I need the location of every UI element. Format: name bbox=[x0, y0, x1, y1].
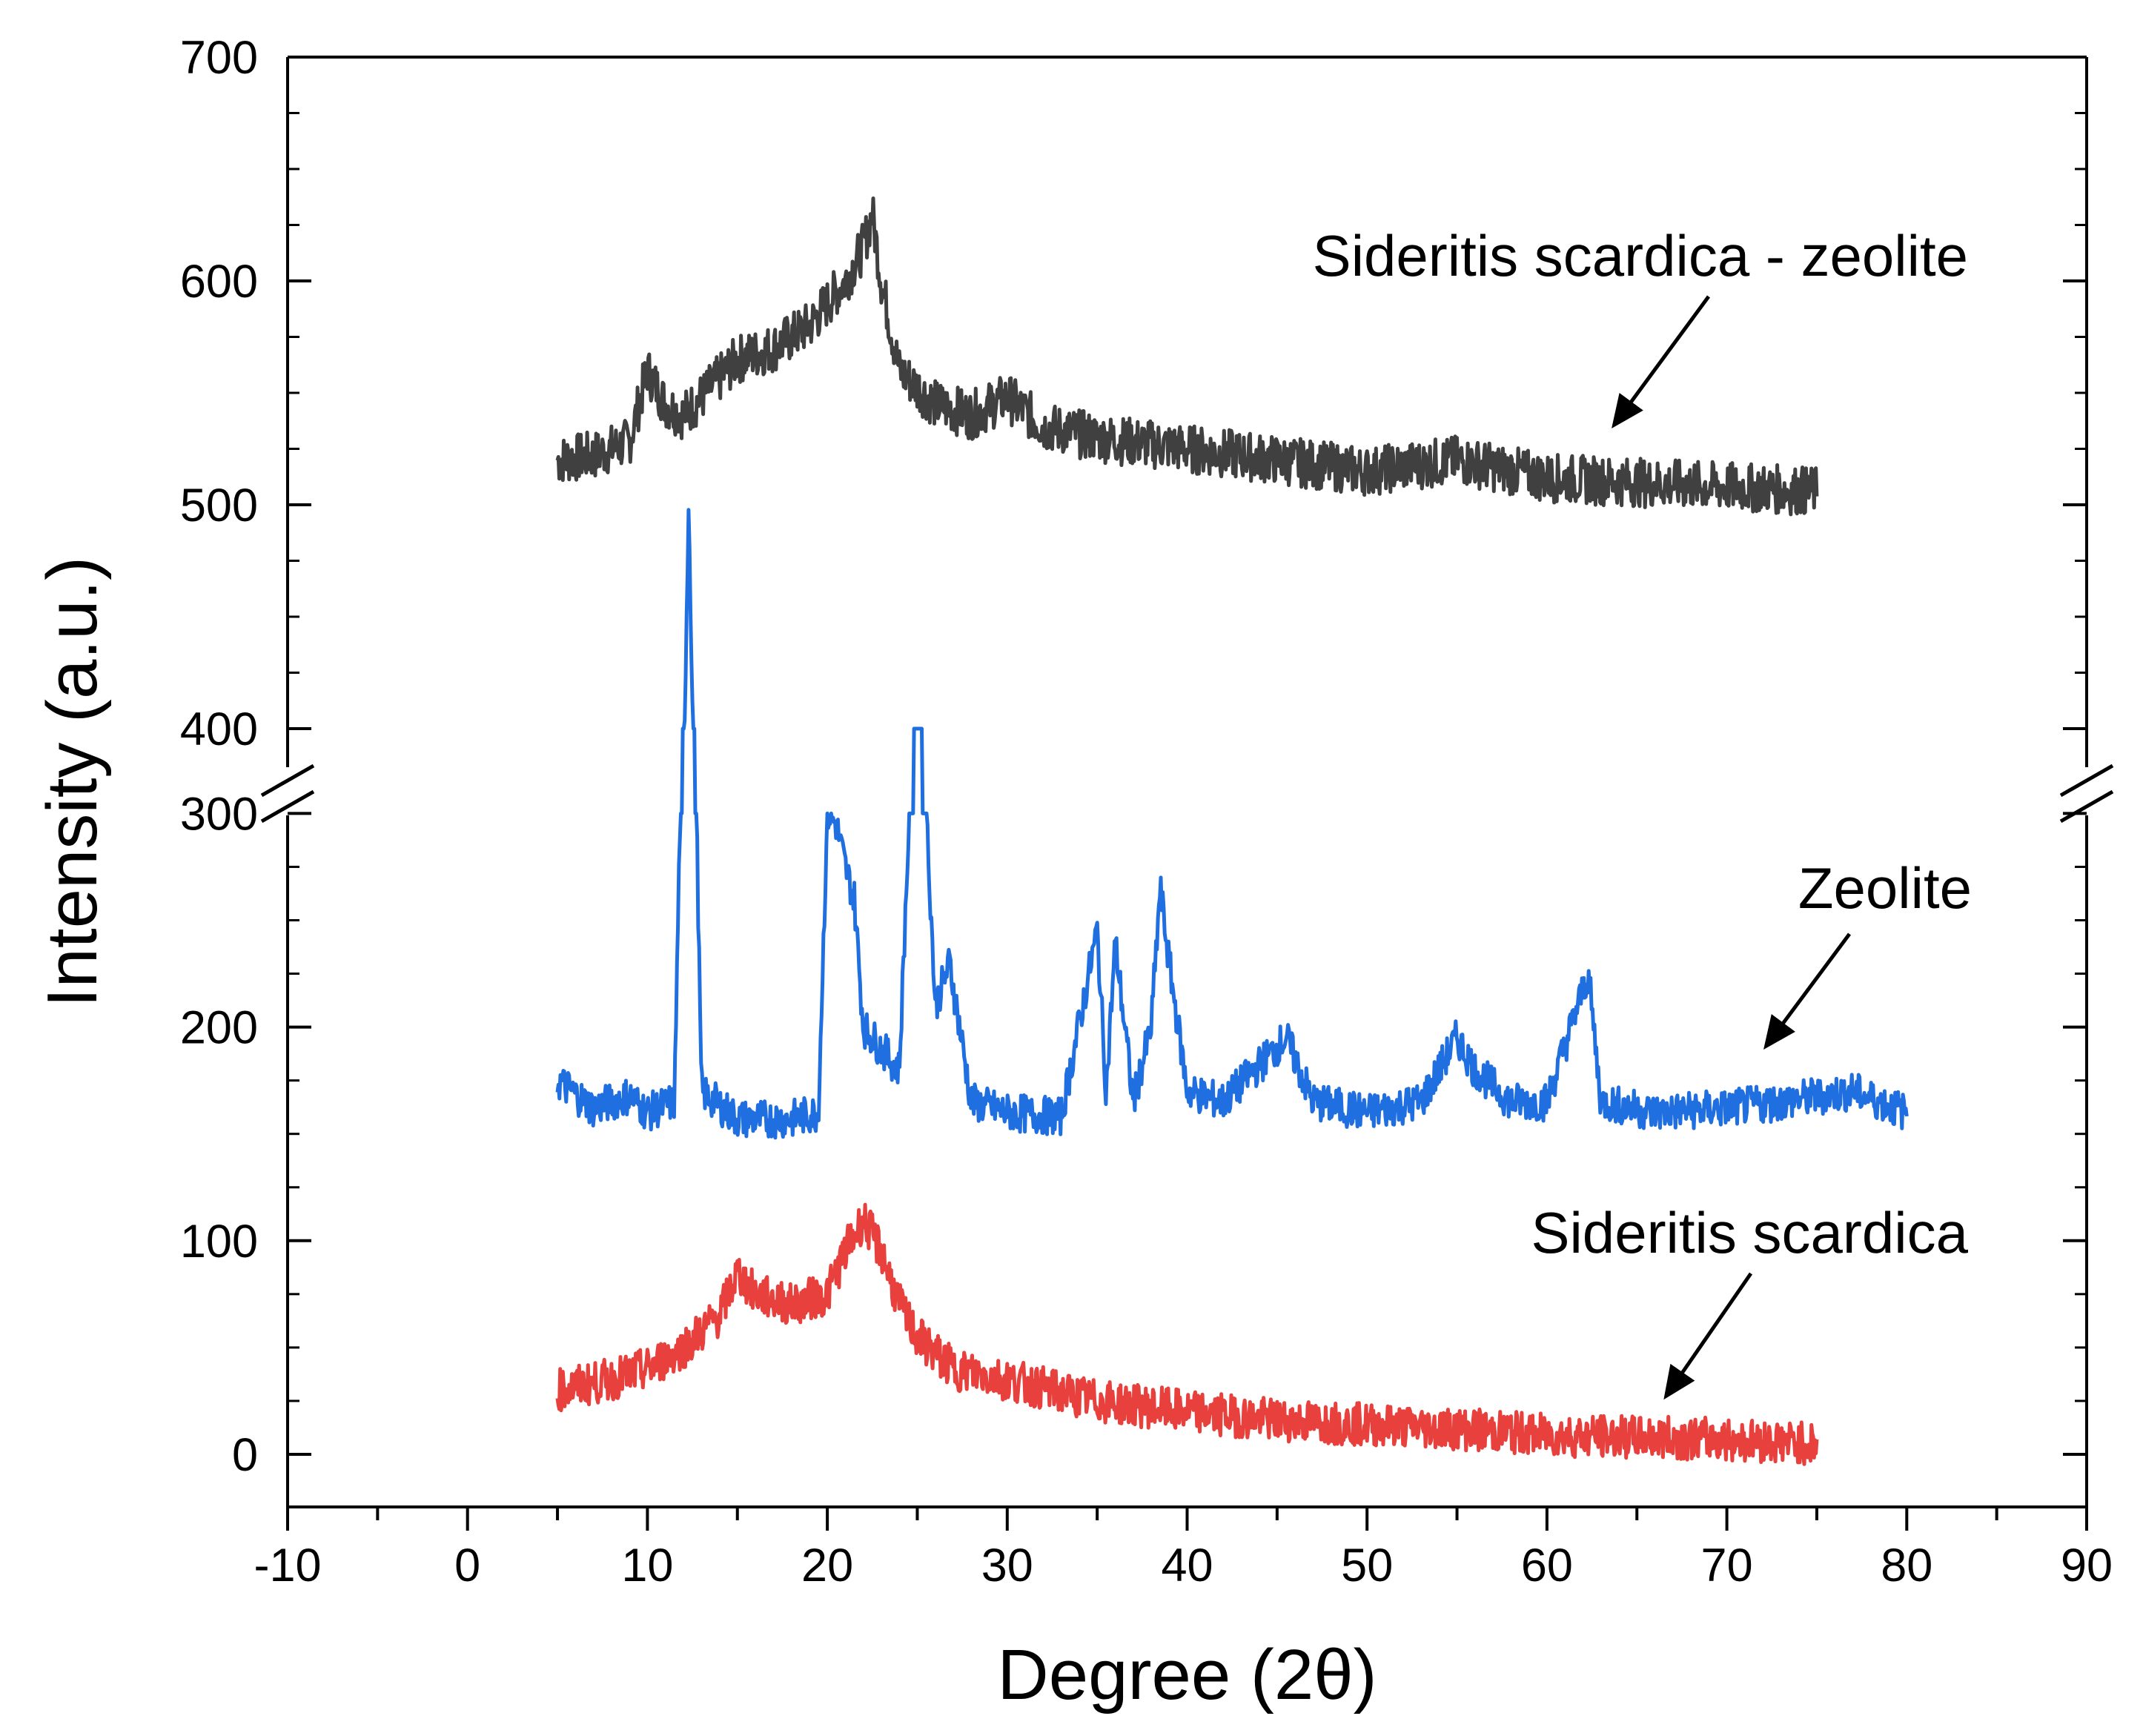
x-axis-title: Degree (2θ) bbox=[997, 1635, 1377, 1715]
y-tick-label: 0 bbox=[232, 1429, 258, 1481]
x-tick-label: 80 bbox=[1881, 1540, 1932, 1591]
annotation-arrow bbox=[1763, 932, 1852, 1050]
annotation-label-sideritis-scardica: Sideritis scardica bbox=[1531, 1200, 1968, 1265]
y-axis-title: Intensity (a.u.) bbox=[33, 557, 112, 1007]
axis-break-mark bbox=[260, 789, 315, 824]
x-tick-label: -10 bbox=[254, 1540, 321, 1591]
x-tick-label: 60 bbox=[1521, 1540, 1573, 1591]
annotation-arrow bbox=[1612, 295, 1711, 429]
axis-break-mark bbox=[260, 763, 315, 798]
y-tick-label: 200 bbox=[180, 1002, 258, 1054]
annotation-label-zeolite: Zeolite bbox=[1798, 855, 1972, 921]
x-tick-label: 40 bbox=[1161, 1540, 1213, 1591]
x-tick-label: 0 bbox=[454, 1540, 480, 1591]
y-tick-label: 300 bbox=[180, 788, 258, 840]
series-line-zeolite bbox=[555, 508, 1909, 1140]
x-tick-label: 50 bbox=[1341, 1540, 1393, 1591]
series-line-sideritis-scardica-zeolite bbox=[555, 196, 1819, 517]
y-tick-label: 400 bbox=[180, 703, 258, 755]
y-tick-label: 500 bbox=[180, 480, 258, 531]
y-tick-label: 100 bbox=[180, 1216, 258, 1268]
plot-labels: -10 0 10 20 30 40 50 60 70 80 90 0 100 200 300 400 500 60… bbox=[33, 32, 2113, 1715]
x-tick-label: 20 bbox=[801, 1540, 853, 1591]
axis-break-mark bbox=[2059, 789, 2114, 824]
x-tick-label: 10 bbox=[621, 1540, 673, 1591]
y-tick-label: 600 bbox=[180, 256, 258, 308]
x-tick-label: 30 bbox=[981, 1540, 1033, 1591]
y-tick-label: 700 bbox=[180, 32, 258, 84]
x-tick-label: 90 bbox=[2061, 1540, 2113, 1591]
annotation-label-sideritis-scardica-zeolite: Sideritis scardica - zeolite bbox=[1313, 223, 1968, 288]
series-line-sideritis-scardica bbox=[555, 1202, 1819, 1466]
x-tick-label: 70 bbox=[1701, 1540, 1753, 1591]
annotation-arrow bbox=[1663, 1272, 1753, 1400]
plot-traces bbox=[555, 196, 1909, 1466]
plot-axes bbox=[260, 56, 2114, 1531]
axis-break-mark bbox=[2059, 763, 2114, 798]
